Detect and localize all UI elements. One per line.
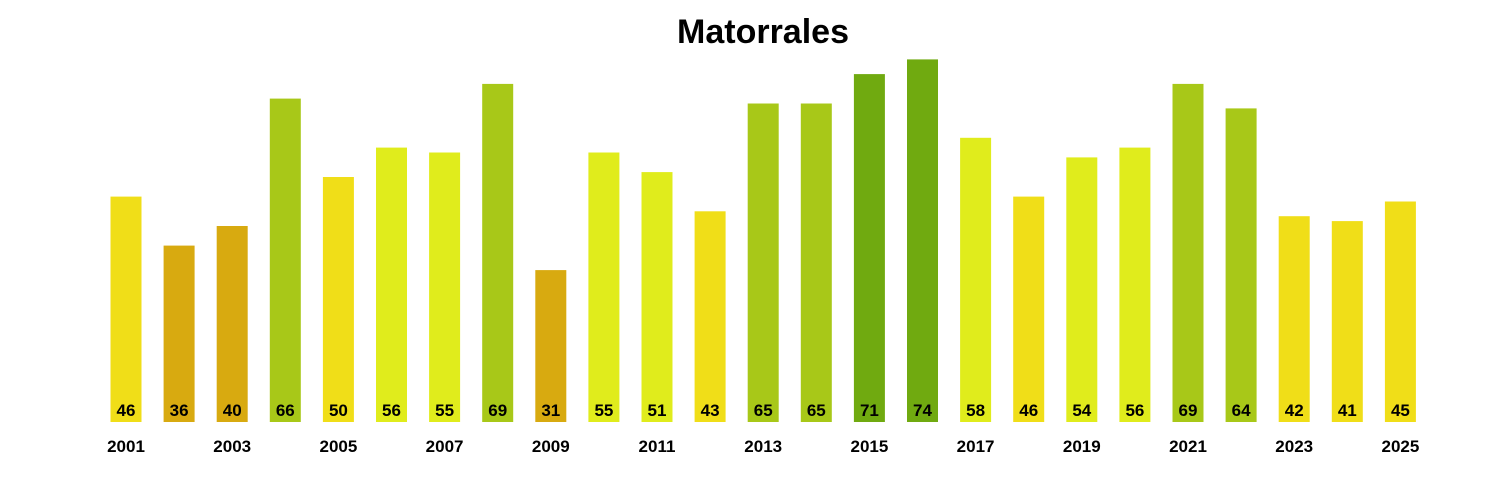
value-label-2003: 40 <box>223 401 242 420</box>
bars-group <box>110 59 1416 423</box>
x-tick-label-2011: 2011 <box>639 437 676 456</box>
bar-2012 <box>694 211 726 422</box>
bar-2004 <box>269 98 301 422</box>
value-label-2012: 43 <box>701 401 720 420</box>
value-label-2014: 65 <box>807 401 826 420</box>
value-label-2015: 71 <box>860 401 879 420</box>
value-label-2007: 55 <box>435 401 454 420</box>
bar-2006 <box>376 147 407 422</box>
bar-2001 <box>110 196 142 422</box>
value-labels-group: 46 36 40 66 50 56 55 69 31 55 51 43 65 65 71 74 58 46 54 56… <box>117 401 1410 420</box>
value-label-2010: 55 <box>594 401 613 420</box>
bar-2002 <box>163 245 195 422</box>
value-label-2002: 36 <box>170 401 189 420</box>
bar-2020 <box>1119 147 1151 422</box>
x-tick-label-2019: 2019 <box>1063 437 1101 456</box>
bar-2021 <box>1172 83 1204 423</box>
value-label-2009: 31 <box>541 401 560 420</box>
value-label-2022: 64 <box>1232 401 1251 420</box>
bar-2024 <box>1331 221 1363 422</box>
bar-2011 <box>641 172 673 422</box>
value-label-2023: 42 <box>1285 401 1304 420</box>
value-label-2025: 45 <box>1391 401 1410 420</box>
value-label-2019: 54 <box>1072 401 1091 420</box>
bar-2003 <box>216 226 248 422</box>
x-tick-label-2025: 2025 <box>1381 437 1419 456</box>
value-label-2021: 69 <box>1179 401 1198 420</box>
value-label-2004: 66 <box>276 401 295 420</box>
x-tick-label-2023: 2023 <box>1275 437 1313 456</box>
x-tick-label-2001: 2001 <box>107 437 145 456</box>
x-tick-label-2015: 2015 <box>850 437 888 456</box>
value-label-2001: 46 <box>117 401 136 420</box>
chart-title: Matorrales <box>677 13 849 51</box>
x-tick-labels-group: 2001 2003 2005 2007 2009 2011 2013 2015 2017 2019… <box>107 437 1419 456</box>
bar-2018 <box>1013 196 1045 422</box>
value-label-2008: 69 <box>488 401 507 420</box>
x-tick-label-2021: 2021 <box>1169 437 1207 456</box>
value-label-2018: 46 <box>1019 401 1038 420</box>
bar-2023 <box>1278 216 1310 422</box>
bar-2010 <box>588 152 620 422</box>
bar-2007 <box>429 152 461 422</box>
value-label-2006: 56 <box>382 401 401 420</box>
bar-2005 <box>322 177 354 422</box>
bar-2025 <box>1384 201 1416 422</box>
bar-2017 <box>960 137 992 423</box>
bar-2008 <box>482 83 514 423</box>
x-tick-label-2009: 2009 <box>532 437 570 456</box>
x-tick-label-2003: 2003 <box>213 437 251 456</box>
bar-2013 <box>747 103 779 422</box>
bar-2009 <box>535 270 567 422</box>
x-tick-label-2017: 2017 <box>957 437 995 456</box>
x-tick-label-2013: 2013 <box>744 437 782 456</box>
bar-2014 <box>800 103 832 422</box>
x-tick-label-2007: 2007 <box>426 437 464 456</box>
value-label-2020: 56 <box>1125 401 1144 420</box>
value-label-2013: 65 <box>754 401 773 420</box>
value-label-2024: 41 <box>1338 401 1357 420</box>
bar-2015 <box>853 74 885 422</box>
value-label-2011: 51 <box>648 401 667 420</box>
bar-2016 <box>907 59 938 423</box>
value-label-2017: 58 <box>966 401 985 420</box>
bar-2022 <box>1225 108 1257 423</box>
value-label-2016: 74 <box>913 401 932 420</box>
x-tick-label-2005: 2005 <box>319 437 357 456</box>
bar-2019 <box>1066 157 1098 422</box>
value-label-2005: 50 <box>329 401 348 420</box>
